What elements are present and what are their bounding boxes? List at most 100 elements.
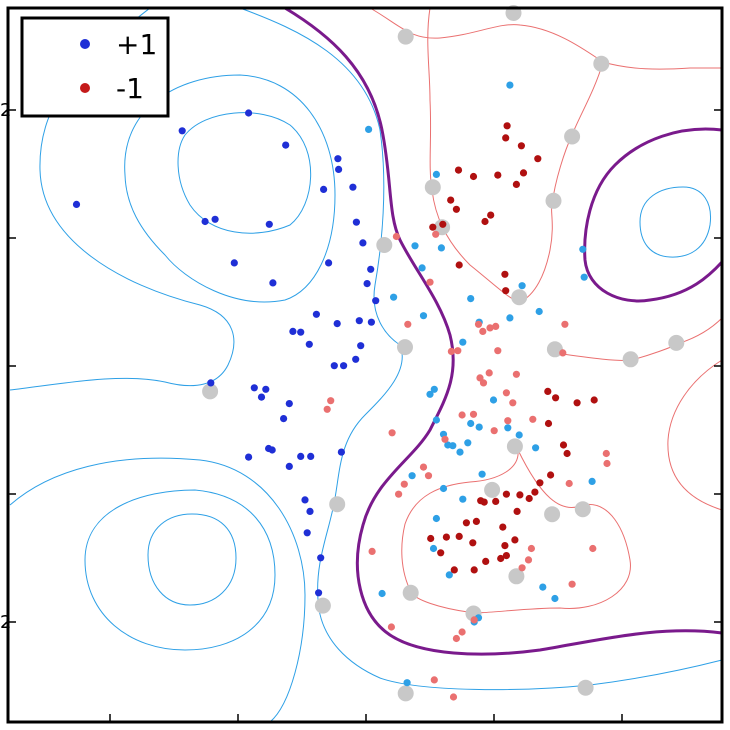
support-vector-ring-15 bbox=[668, 334, 685, 351]
neg-contour-right bbox=[555, 317, 723, 361]
data-point-s3-38 bbox=[524, 556, 533, 564]
data-point-s3-28 bbox=[441, 435, 449, 443]
data-point-s1-39 bbox=[580, 273, 588, 281]
data-point-s1-37 bbox=[551, 594, 559, 603]
legend-marker-neg bbox=[80, 83, 90, 93]
data-point-s3-23 bbox=[388, 429, 396, 437]
data-point-s3-21 bbox=[323, 405, 331, 413]
support-vector-ring-17 bbox=[484, 481, 501, 498]
data-point-s3-45 bbox=[449, 693, 458, 701]
data-point-s1-4 bbox=[437, 244, 445, 252]
data-point-s3-13 bbox=[469, 410, 478, 418]
data-point-s0-1 bbox=[178, 127, 186, 135]
legend: +1 -1 bbox=[20, 16, 170, 118]
data-point-s3-44 bbox=[368, 547, 376, 556]
data-point-s2-17 bbox=[502, 287, 510, 295]
data-point-s1-26 bbox=[515, 431, 523, 439]
axis-ticks bbox=[8, 109, 722, 722]
data-point-s2-48 bbox=[477, 497, 485, 505]
pos-contour-outer-left bbox=[9, 7, 235, 391]
neg-contour-top bbox=[369, 7, 722, 70]
data-point-s0-11 bbox=[352, 218, 360, 226]
data-point-s0-31 bbox=[262, 385, 270, 393]
data-point-s2-12 bbox=[452, 205, 460, 213]
support-vector-ring-7 bbox=[397, 28, 414, 45]
data-point-s1-27 bbox=[532, 444, 540, 452]
data-point-s1-30 bbox=[432, 514, 440, 523]
data-point-s0-34 bbox=[280, 415, 288, 423]
legend-label-pos: +1 bbox=[116, 28, 157, 61]
data-point-s2-23 bbox=[559, 441, 568, 449]
data-point-s0-41 bbox=[337, 448, 345, 456]
data-point-s0-42 bbox=[301, 496, 309, 504]
data-point-s0-24 bbox=[289, 327, 297, 335]
support-vector-ring-1 bbox=[376, 237, 393, 253]
data-point-s3-32 bbox=[565, 479, 573, 488]
pos-contour-bottom-left-inner bbox=[147, 513, 237, 606]
data-point-s0-13 bbox=[359, 239, 367, 247]
data-point-s2-33 bbox=[462, 519, 470, 527]
data-point-s0-20 bbox=[355, 317, 363, 325]
data-point-s1-3 bbox=[411, 242, 419, 250]
y-tick-label-4: 2 bbox=[0, 612, 11, 633]
data-point-s3-34 bbox=[602, 449, 610, 458]
data-point-s1-38 bbox=[579, 245, 587, 253]
data-point-s0-40 bbox=[307, 452, 315, 460]
data-point-s3-12 bbox=[447, 347, 455, 355]
data-point-s3-6 bbox=[486, 324, 494, 332]
y-tick-labels: 22 bbox=[0, 100, 11, 633]
data-point-s2-8 bbox=[454, 166, 463, 174]
data-point-s0-33 bbox=[285, 400, 293, 408]
data-point-s2-11 bbox=[439, 220, 447, 228]
data-point-s0-36 bbox=[245, 453, 253, 461]
data-point-s2-16 bbox=[501, 270, 509, 278]
data-point-s3-11 bbox=[454, 347, 462, 355]
data-point-s3-42 bbox=[452, 634, 460, 643]
data-point-s2-43 bbox=[511, 536, 519, 544]
data-point-s1-16 bbox=[432, 416, 440, 424]
support-vector-ring-20 bbox=[508, 568, 525, 585]
data-point-s0-22 bbox=[312, 310, 320, 318]
data-point-s0-15 bbox=[230, 259, 238, 267]
data-point-s1-15 bbox=[430, 385, 438, 393]
data-point-s3-8 bbox=[494, 347, 502, 355]
data-point-s2-49 bbox=[502, 552, 510, 560]
data-point-s3-17 bbox=[529, 415, 537, 423]
data-point-s0-47 bbox=[207, 379, 215, 387]
data-point-s3-39 bbox=[527, 544, 536, 553]
support-vector-ring-10 bbox=[564, 128, 581, 145]
data-point-s2-24 bbox=[563, 449, 571, 458]
data-point-s0-3 bbox=[282, 141, 290, 149]
data-point-s0-32 bbox=[257, 393, 266, 401]
support-vector-ring-0 bbox=[202, 383, 219, 400]
data-point-s2-42 bbox=[501, 542, 509, 550]
data-point-s1-12 bbox=[518, 282, 526, 290]
data-point-s0-30 bbox=[250, 384, 258, 392]
data-point-s3-46 bbox=[430, 676, 438, 684]
data-point-s1-36 bbox=[539, 583, 547, 591]
data-point-s1-1 bbox=[506, 81, 514, 89]
data-point-s0-17 bbox=[363, 280, 371, 288]
data-point-s2-2 bbox=[469, 172, 478, 181]
support-vector-ring-19 bbox=[574, 501, 591, 518]
data-point-s1-6 bbox=[390, 293, 398, 301]
data-point-s3-25 bbox=[424, 472, 433, 480]
data-point-s2-38 bbox=[450, 566, 458, 574]
data-point-s3-10 bbox=[479, 379, 488, 387]
data-point-s2-13 bbox=[487, 211, 495, 219]
data-point-s1-28 bbox=[478, 470, 486, 478]
decision-boundary-main bbox=[284, 6, 723, 656]
data-point-s1-43 bbox=[403, 679, 411, 687]
data-point-s2-7 bbox=[494, 171, 502, 179]
data-point-s1-5 bbox=[467, 295, 475, 303]
data-point-s3-18 bbox=[559, 349, 567, 357]
data-point-s2-40 bbox=[482, 557, 490, 566]
data-point-s3-29 bbox=[458, 411, 466, 419]
support-vector-ring-12 bbox=[511, 289, 528, 306]
support-vector-ring-23 bbox=[424, 179, 441, 196]
data-point-s0-7 bbox=[211, 215, 219, 223]
data-point-s3-36 bbox=[568, 580, 576, 588]
data-point-s2-29 bbox=[516, 491, 524, 499]
data-point-s3-9 bbox=[485, 369, 493, 377]
data-point-s2-5 bbox=[519, 169, 528, 177]
